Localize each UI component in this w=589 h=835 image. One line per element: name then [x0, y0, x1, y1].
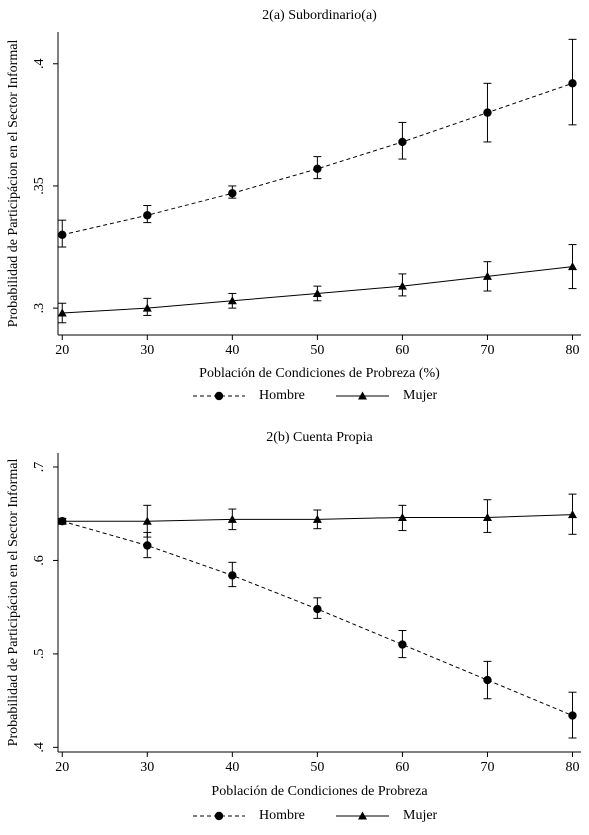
data-point [143, 541, 152, 550]
legend-marker [358, 811, 367, 820]
data-point [228, 571, 237, 580]
x-tick-label: 80 [565, 343, 579, 358]
series-hombre [58, 38, 577, 248]
data-point [567, 262, 577, 271]
x-tick-label: 50 [310, 343, 324, 358]
y-axis-label: Probabilidad de Participácion en el Sect… [6, 459, 21, 747]
x-tick-label: 40 [225, 760, 239, 775]
legend-marker [358, 391, 367, 400]
data-point [312, 514, 322, 523]
x-tick-label: 60 [395, 343, 409, 358]
legend-label: Hombre [259, 808, 305, 823]
data-point [58, 230, 67, 240]
data-point [567, 510, 577, 519]
x-tick-label: 70 [480, 760, 494, 775]
chart-title: 2(b) Cuenta Propia [266, 430, 373, 445]
series-mujer [57, 493, 577, 538]
data-point [313, 164, 322, 174]
y-tick-label: .4 [32, 59, 47, 70]
x-tick-label: 30 [140, 343, 154, 358]
chart-panel-2: 2(b) Cuenta Propia .4 .5 .6 .7 20 30 40 50 60 70 80… [6, 430, 581, 823]
y-axis-label: Probabilidad de Participácion en el Sect… [6, 40, 21, 328]
data-point [227, 514, 237, 523]
y-tick-label: .7 [32, 462, 47, 473]
data-point [228, 189, 237, 198]
x-axis-label: Población de Condiciones de Probreza (%) [199, 366, 440, 381]
data-point [398, 640, 407, 649]
data-point [312, 288, 322, 297]
legend-label: Mujer [403, 388, 438, 403]
legend: Hombre Mujer [193, 808, 438, 823]
x-tick-label: 70 [480, 343, 494, 358]
data-point [397, 281, 407, 290]
series-hombre [58, 517, 577, 739]
data-point [143, 211, 152, 220]
x-tick-label: 50 [310, 760, 324, 775]
x-tick-label: 30 [140, 760, 154, 775]
data-point [227, 296, 237, 305]
data-point [142, 303, 152, 312]
y-tick-label: .6 [32, 555, 47, 566]
data-point [57, 308, 67, 317]
x-tick-label: 20 [55, 343, 69, 358]
series-mujer [57, 244, 577, 324]
legend-label: Hombre [259, 388, 305, 403]
data-point [483, 108, 492, 117]
legend-label: Mujer [403, 808, 438, 823]
data-point [142, 516, 152, 525]
data-point [482, 512, 492, 521]
y-tick-label: .5 [32, 649, 47, 660]
data-point [397, 512, 407, 521]
data-point [482, 271, 492, 280]
y-tick-label: .35 [32, 177, 47, 195]
x-tick-label: 20 [55, 760, 69, 775]
data-point [398, 137, 407, 147]
data-point [568, 711, 577, 720]
chart-panel-1: 2(a) Subordinario(a) .3 .35 .4 20 30 40 50 60 70 8… [6, 8, 581, 403]
x-tick-label: 60 [395, 760, 409, 775]
data-point [568, 79, 577, 88]
x-tick-label: 80 [565, 760, 579, 775]
legend: Hombre Mujer [193, 388, 438, 403]
y-tick-label: .4 [32, 742, 47, 753]
chart-title: 2(a) Subordinario(a) [262, 8, 377, 23]
data-point [57, 516, 67, 525]
legend-marker [214, 391, 224, 401]
y-tick-label: .3 [32, 303, 47, 314]
data-point [313, 604, 322, 614]
x-axis-label: Población de Condiciones de Probreza [211, 784, 428, 799]
x-tick-label: 40 [225, 343, 239, 358]
legend-marker [214, 811, 224, 821]
data-point [483, 675, 492, 685]
